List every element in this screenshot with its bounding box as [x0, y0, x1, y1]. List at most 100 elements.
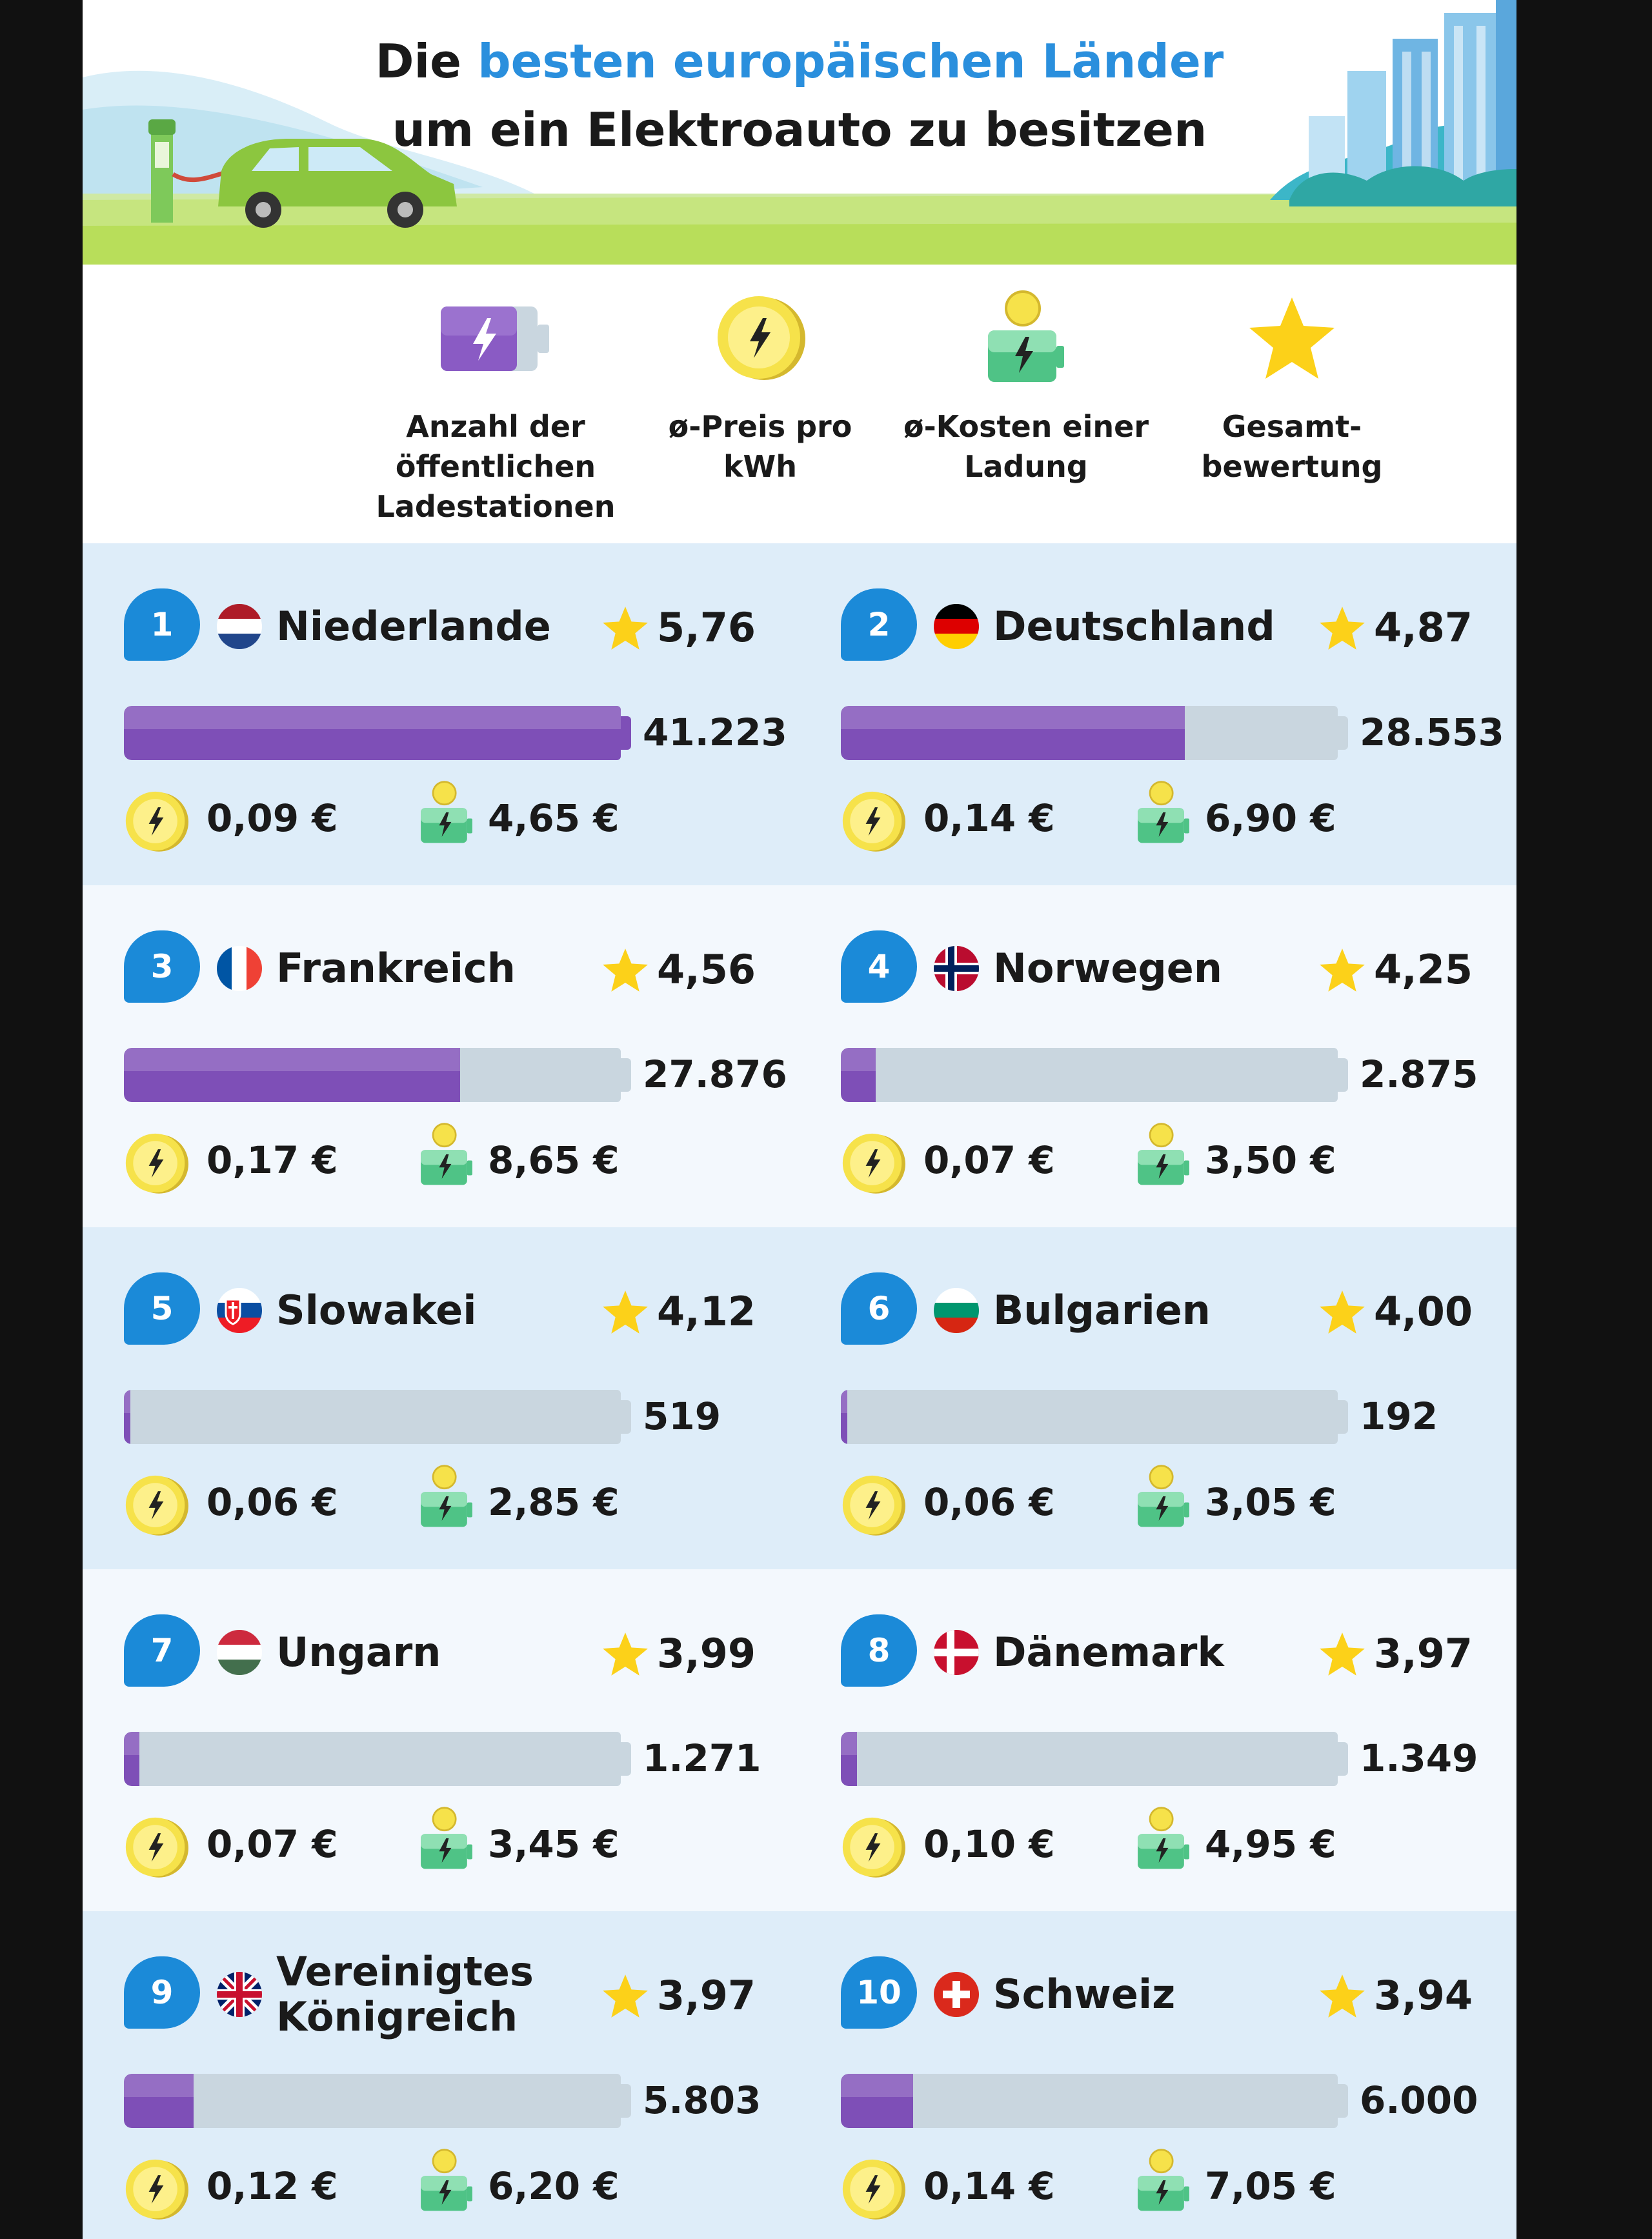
country-name: Bulgarien	[993, 1287, 1211, 1334]
rank-badge: 2	[841, 588, 917, 661]
stations-bar	[124, 2074, 621, 2128]
stations-bar	[841, 706, 1338, 760]
country-card-de: 2 Deutschland 4,87 28.553 0,14 € 6,90 €	[800, 543, 1516, 885]
stations-bar-cap	[1338, 1742, 1348, 1776]
charge-cost-icon	[421, 781, 472, 843]
legend-rating-label: Gesamt- bewertung	[1201, 409, 1383, 484]
rank-badge: 9	[124, 1956, 200, 2029]
coin-icon	[842, 2159, 905, 2220]
stations-value: 41.223	[643, 710, 787, 754]
country-card-sk: 5 Slowakei 4,12 519 0,06 € 2,85 €	[83, 1227, 800, 1569]
stations-bar-fill	[841, 2074, 913, 2128]
stations-bar-fill	[124, 1732, 139, 1786]
star-icon	[1320, 1974, 1365, 2018]
score-value: 4,00	[1374, 1288, 1473, 1335]
score-value: 4,87	[1374, 604, 1473, 651]
coin-icon	[125, 791, 188, 852]
charge-value: 3,05 €	[1205, 1480, 1336, 1524]
charge-cost-icon	[897, 290, 1155, 387]
charge-value: 3,45 €	[488, 1822, 620, 1866]
charge-cost-icon	[421, 1807, 472, 1869]
charge-value: 8,65 €	[488, 1138, 620, 1182]
country-card-hu: 7 Ungarn 3,99 1.271 0,07 € 3,45 €	[83, 1569, 800, 1911]
legend-charge: ø-Kosten einer Ladung	[897, 290, 1155, 487]
flag-icon	[934, 1288, 979, 1333]
country-name: Ungarn	[276, 1629, 441, 1676]
stations-value: 5.803	[643, 2078, 761, 2122]
charge-cost-icon	[1138, 2149, 1189, 2211]
legend-rating: Gesamt- bewertung	[1163, 290, 1421, 487]
stations-bar-cap	[621, 716, 631, 750]
stations-bar	[124, 1048, 621, 1102]
stations-bar-fill	[124, 2074, 194, 2128]
coin-icon	[842, 1817, 905, 1878]
rank-badge: 6	[841, 1272, 917, 1345]
charge-value: 7,05 €	[1205, 2164, 1336, 2208]
charge-cost-icon	[421, 1123, 472, 1185]
coin-icon	[125, 1475, 188, 1536]
stations-value: 1.349	[1360, 1736, 1478, 1780]
rank-badge: 10	[841, 1956, 917, 2029]
legend-stations-label: Anzahl der öffentlichen Ladestationen	[376, 409, 616, 524]
stations-value: 2.875	[1360, 1052, 1478, 1096]
star-icon	[603, 1632, 648, 1676]
star-icon	[603, 607, 648, 650]
country-card-gb: 9 Vereinigtes Königreich 3,97 5.803 0,12…	[83, 1911, 800, 2239]
stations-bar-cap	[621, 2084, 631, 2118]
legend-stations: Anzahl der öffentlichen Ladestationen	[367, 290, 625, 527]
coin-icon	[125, 1817, 188, 1878]
charge-value: 2,85 €	[488, 1480, 620, 1524]
legend-price: ø-Preis pro kWh	[631, 290, 889, 487]
page-title: Die besten europäischen Länder um ein El…	[83, 27, 1516, 164]
coin-icon	[842, 1133, 905, 1194]
stations-bar	[124, 1390, 621, 1444]
flag-icon	[217, 946, 262, 991]
coin-icon	[125, 1133, 188, 1194]
coin-icon	[631, 290, 889, 387]
score-value: 3,97	[657, 1972, 756, 2019]
coin-icon	[125, 2159, 188, 2220]
charge-value: 6,90 €	[1205, 796, 1336, 840]
price-value: 0,09 €	[206, 796, 338, 840]
charge-cost-icon	[1138, 1465, 1189, 1527]
country-card-fr: 3 Frankreich 4,56 27.876 0,17 € 8,65 €	[83, 885, 800, 1227]
price-value: 0,17 €	[206, 1138, 338, 1182]
price-value: 0,07 €	[206, 1822, 338, 1866]
stations-bar	[124, 706, 621, 760]
country-name: Schweiz	[993, 1971, 1176, 2018]
flag-icon	[217, 1288, 262, 1333]
legend-charge-label: ø-Kosten einer Ladung	[903, 409, 1149, 484]
flag-icon	[217, 604, 262, 649]
price-value: 0,14 €	[923, 2164, 1055, 2208]
country-name: Norwegen	[993, 945, 1222, 992]
title-accent: besten europäischen Länder	[478, 34, 1224, 88]
price-value: 0,07 €	[923, 1138, 1055, 1182]
stations-bar-cap	[1338, 716, 1348, 750]
country-name: Niederlande	[276, 603, 551, 650]
charge-cost-icon	[421, 2149, 472, 2211]
stations-value: 28.553	[1360, 710, 1504, 754]
star-icon	[1320, 1290, 1365, 1334]
stations-bar-fill	[841, 1390, 847, 1444]
country-card-dk: 8 Dänemark 3,97 1.349 0,10 € 4,95 €	[800, 1569, 1516, 1911]
price-value: 0,06 €	[923, 1480, 1055, 1524]
score-value: 4,25	[1374, 946, 1473, 993]
stations-bar-cap	[621, 1058, 631, 1092]
stations-bar	[841, 2074, 1338, 2128]
stations-value: 519	[643, 1394, 721, 1438]
stations-value: 6.000	[1360, 2078, 1478, 2122]
country-name: Deutschland	[993, 603, 1275, 650]
country-card-bg: 6 Bulgarien 4,00 192 0,06 € 3,05 €	[800, 1227, 1516, 1569]
star-icon	[603, 1974, 648, 2018]
stations-value: 1.271	[643, 1736, 761, 1780]
star-icon	[1320, 1632, 1365, 1676]
score-value: 3,97	[1374, 1630, 1473, 1677]
flag-icon	[934, 946, 979, 991]
rank-badge: 8	[841, 1614, 917, 1687]
country-name: Vereinigtes Königreich	[276, 1948, 534, 2040]
star-icon	[1320, 949, 1365, 992]
flag-icon	[934, 1972, 979, 2017]
infographic-page: Die besten europäischen Länder um ein El…	[83, 0, 1516, 2239]
stations-bar	[841, 1048, 1338, 1102]
charge-value: 4,65 €	[488, 796, 620, 840]
